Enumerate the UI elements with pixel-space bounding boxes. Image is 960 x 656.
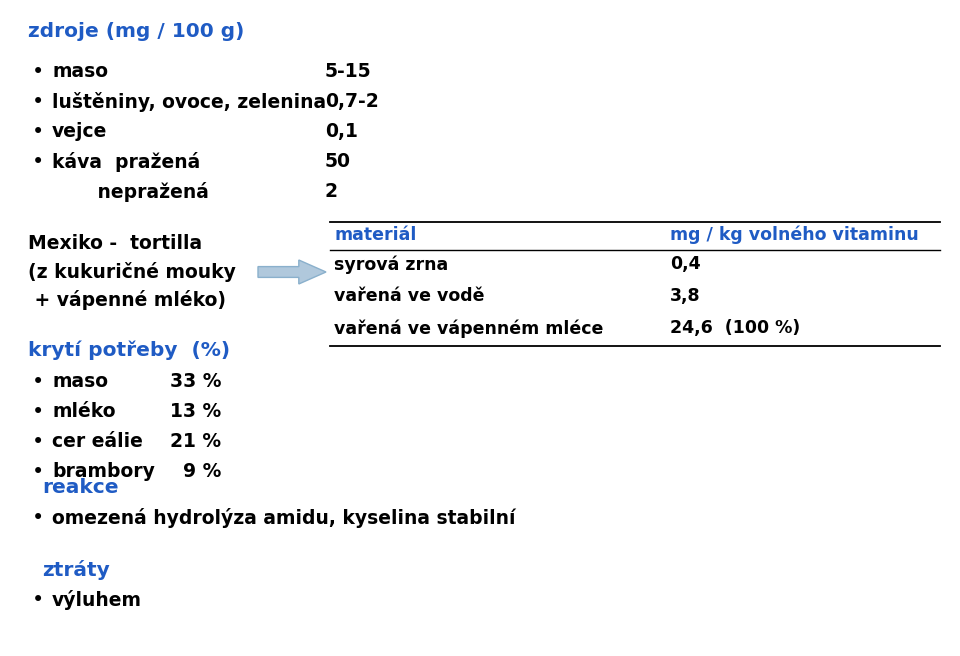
Text: 33 %: 33 % [170, 372, 222, 391]
Text: 3,8: 3,8 [670, 287, 701, 305]
Text: •: • [32, 462, 44, 482]
Text: mg / kg volného vitaminu: mg / kg volného vitaminu [670, 226, 919, 245]
Text: •: • [32, 402, 44, 422]
Text: (z kukuričné mouky: (z kukuričné mouky [28, 262, 236, 282]
Text: 9 %: 9 % [170, 462, 222, 481]
Text: káva  pražená: káva pražená [52, 152, 201, 172]
Text: luštěniny, ovoce, zelenina: luštěniny, ovoce, zelenina [52, 92, 326, 112]
Text: reakce: reakce [42, 478, 118, 497]
Text: syrová zrna: syrová zrna [334, 255, 448, 274]
Text: krytí potřeby  (%): krytí potřeby (%) [28, 340, 230, 359]
Text: maso: maso [52, 372, 108, 391]
Text: omezená hydrolýza amidu, kyselina stabilní: omezená hydrolýza amidu, kyselina stabil… [52, 508, 516, 528]
Text: 24,6  (100 %): 24,6 (100 %) [670, 319, 801, 337]
Text: •: • [32, 372, 44, 392]
Text: 13 %: 13 % [170, 402, 221, 421]
Text: ztráty: ztráty [42, 560, 109, 580]
Text: 0,1: 0,1 [325, 122, 358, 141]
Text: •: • [32, 432, 44, 452]
Text: 0,4: 0,4 [670, 255, 701, 273]
Text: •: • [32, 590, 44, 610]
Text: materiál: materiál [334, 226, 417, 244]
Text: •: • [32, 152, 44, 172]
Text: 0,7-2: 0,7-2 [325, 92, 379, 111]
Text: nepražená: nepražená [52, 182, 209, 202]
Text: •: • [32, 122, 44, 142]
Text: + vápenné mléko): + vápenné mléko) [28, 290, 226, 310]
Text: vejce: vejce [52, 122, 108, 141]
Text: brambory: brambory [52, 462, 155, 481]
Text: 2: 2 [325, 182, 338, 201]
Text: vařená ve vodě: vařená ve vodě [334, 287, 485, 305]
Text: zdroje (mg / 100 g): zdroje (mg / 100 g) [28, 22, 245, 41]
Text: výluhem: výluhem [52, 590, 142, 610]
Text: •: • [32, 92, 44, 112]
Text: •: • [32, 508, 44, 528]
Text: mléko: mléko [52, 402, 115, 421]
Text: Mexiko -  tortilla: Mexiko - tortilla [28, 234, 203, 253]
Text: 21 %: 21 % [170, 432, 221, 451]
Text: maso: maso [52, 62, 108, 81]
Text: vařená ve vápenném mléce: vařená ve vápenném mléce [334, 319, 604, 337]
Text: •: • [32, 62, 44, 82]
Text: 5-15: 5-15 [325, 62, 372, 81]
Text: 50: 50 [325, 152, 351, 171]
Text: cer eálie: cer eálie [52, 432, 143, 451]
Polygon shape [258, 260, 326, 284]
